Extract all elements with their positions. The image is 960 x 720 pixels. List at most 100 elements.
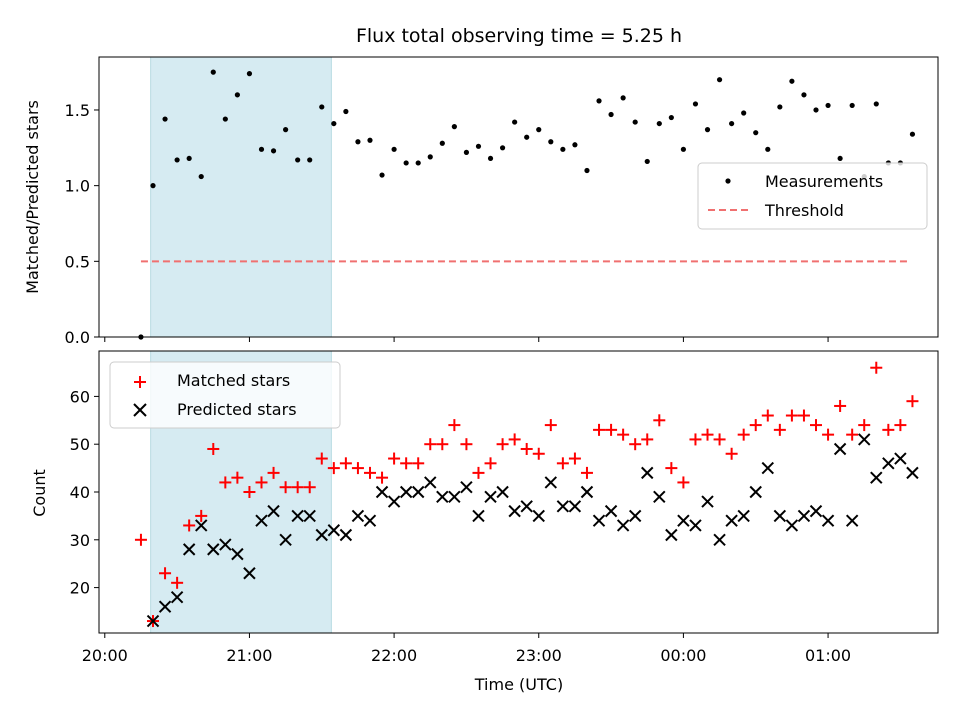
measurement-point bbox=[415, 160, 421, 166]
predicted-star-point bbox=[436, 490, 449, 503]
predicted-x-b bbox=[508, 504, 521, 518]
predicted-x-b bbox=[785, 519, 799, 532]
measurement-point bbox=[283, 127, 289, 133]
y-tick-label: 60 bbox=[70, 387, 90, 406]
matched-star-point bbox=[737, 428, 750, 441]
matched-star-point bbox=[725, 447, 738, 460]
predicted-x-b bbox=[653, 490, 666, 503]
matched-star-point bbox=[653, 414, 666, 427]
predicted-x-b bbox=[701, 495, 714, 508]
matched-star-point bbox=[713, 433, 726, 446]
measurement-point bbox=[439, 140, 445, 146]
predicted-x-b bbox=[303, 509, 316, 523]
predicted-star-point bbox=[568, 500, 582, 513]
predicted-star-point bbox=[845, 514, 859, 527]
predicted-star-point bbox=[170, 590, 184, 604]
matched-star-point bbox=[376, 471, 389, 484]
predicted-star-point bbox=[701, 495, 714, 508]
matched-star-point bbox=[677, 476, 690, 489]
predicted-x-b bbox=[327, 524, 341, 537]
predicted-star-point bbox=[833, 442, 847, 456]
predicted-star-point bbox=[882, 457, 895, 470]
matched-star-point bbox=[773, 423, 786, 436]
predicted-star-point bbox=[906, 466, 919, 480]
matched-star-point bbox=[797, 409, 810, 422]
predicted-x-b bbox=[568, 500, 582, 513]
predicted-star-point bbox=[363, 514, 377, 527]
predicted-x-b bbox=[580, 485, 594, 499]
predicted-x-b bbox=[207, 543, 220, 556]
matched-star-point bbox=[894, 419, 907, 432]
measurement-point bbox=[789, 78, 795, 84]
measurement-point bbox=[765, 146, 771, 152]
measurement-point bbox=[849, 102, 855, 109]
matched-star-point bbox=[472, 466, 485, 479]
predicted-star-point bbox=[484, 490, 497, 503]
predicted-x-b bbox=[219, 538, 232, 551]
matched-star-point bbox=[520, 442, 533, 455]
predicted-x-b bbox=[604, 504, 618, 518]
predicted-x-b bbox=[821, 514, 835, 527]
y-tick-label: 0.5 bbox=[65, 252, 90, 271]
predicted-x-b bbox=[773, 509, 787, 523]
matched-star-point bbox=[207, 442, 220, 455]
predicted-legend-marker bbox=[133, 403, 147, 417]
predicted-x-b bbox=[641, 466, 654, 480]
x-tick-label: 23:00 bbox=[516, 646, 562, 665]
predicted-x-b bbox=[797, 509, 811, 523]
legend-label-matched: Matched stars bbox=[177, 371, 290, 390]
predicted-star-point bbox=[146, 614, 160, 628]
matched-star-point bbox=[134, 533, 147, 546]
measurement-point bbox=[813, 107, 819, 113]
measurement-point bbox=[572, 142, 578, 148]
y-tick-label: 0.0 bbox=[65, 328, 90, 347]
measurement-point bbox=[596, 98, 602, 104]
predicted-x-b bbox=[267, 504, 280, 518]
predicted-star-point bbox=[448, 490, 461, 503]
predicted-x-b bbox=[532, 509, 545, 523]
matched-star-point bbox=[255, 476, 268, 489]
measurement-point bbox=[198, 173, 204, 180]
predicted-x-b bbox=[387, 495, 401, 508]
predicted-star-point bbox=[894, 452, 907, 465]
matched-star-point bbox=[436, 438, 449, 451]
predicted-star-point bbox=[749, 485, 762, 499]
predicted-star-point bbox=[641, 466, 654, 480]
predicted-star-point bbox=[677, 514, 690, 527]
measurement-point bbox=[403, 160, 409, 166]
matched-star-point bbox=[267, 466, 280, 479]
matched-star-point bbox=[243, 486, 256, 498]
predicted-x-b bbox=[749, 485, 762, 499]
predicted-x-b bbox=[448, 490, 461, 503]
predicted-x-b bbox=[399, 485, 413, 499]
predicted-x-b bbox=[411, 485, 425, 499]
predicted-x-b bbox=[725, 514, 738, 527]
x-tick-label: 01:00 bbox=[805, 646, 851, 665]
legend-label-measurements: Measurements bbox=[765, 172, 883, 191]
legend-label-predicted: Predicted stars bbox=[177, 400, 297, 419]
measurement-point bbox=[343, 108, 349, 115]
measurement-point bbox=[692, 101, 699, 107]
matched-legend-marker bbox=[134, 376, 146, 388]
predicted-star-point bbox=[713, 533, 726, 547]
measurement-point bbox=[258, 146, 265, 152]
measurement-point bbox=[753, 130, 759, 136]
measurement-point bbox=[704, 127, 711, 133]
measurement-point bbox=[873, 101, 879, 107]
measurement-point bbox=[210, 69, 216, 75]
x-axis-label: Time (UTC) bbox=[474, 675, 563, 694]
predicted-x-b bbox=[845, 514, 859, 527]
bottom-legend: Matched stars Predicted stars bbox=[109, 361, 341, 429]
measurement-point bbox=[668, 114, 674, 121]
matched-star-point bbox=[701, 428, 714, 441]
predicted-star-point bbox=[532, 509, 545, 523]
measurement-point bbox=[524, 134, 530, 140]
predicted-x-b bbox=[182, 543, 196, 556]
measurement-point bbox=[475, 143, 482, 149]
matched-star-point bbox=[412, 457, 425, 470]
matched-star-point bbox=[460, 438, 473, 451]
predicted-star-point bbox=[508, 504, 521, 518]
measurement-point bbox=[427, 154, 433, 160]
chart-title: Flux total observing time = 5.25 h bbox=[356, 25, 682, 47]
